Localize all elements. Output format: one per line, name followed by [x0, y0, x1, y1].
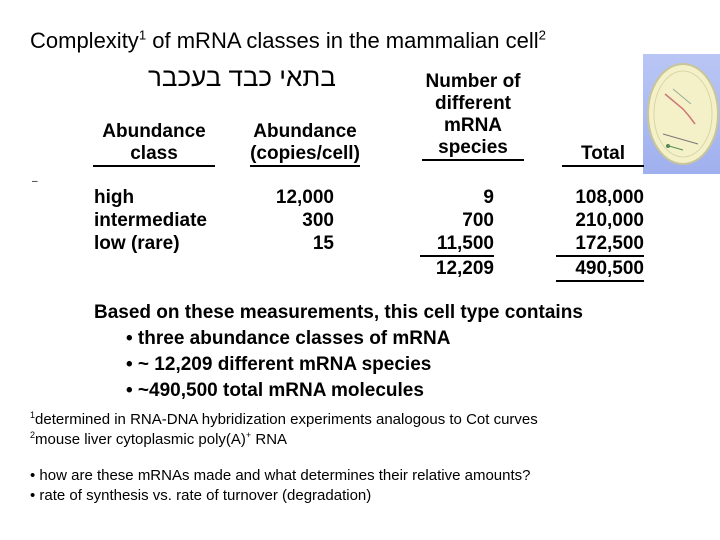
header-abundance-copies: Abundance (copies/cell) [238, 121, 372, 167]
table-cell-total: 210,000 [575, 210, 644, 231]
table-cell-species: 11,500 [420, 232, 494, 257]
table-cell-class: high [94, 187, 135, 208]
footnote-1: 1determined in RNA-DNA hybridization exp… [30, 410, 538, 429]
table-cell-copies: 12,000 [275, 187, 334, 208]
table-cell-class: intermediate [94, 210, 207, 231]
table-cell-total: 172,500 [556, 232, 644, 257]
table-cell-copies: 300 [302, 210, 334, 231]
total-sum: 490,500 [556, 257, 644, 282]
table-cell-copies: 15 [312, 233, 334, 254]
total-column: 108,000 210,000 172,500 490,500 [556, 186, 644, 282]
stray-dash: – [32, 176, 38, 187]
summary-bullet: • ~ 12,209 different mRNA species [126, 354, 432, 375]
header-total: Total [556, 143, 650, 167]
footnotes: 1determined in RNA-DNA hybridization exp… [30, 410, 538, 450]
summary-bullet: • ~490,500 total mRNA molecules [126, 380, 424, 401]
table-cell-total: 108,000 [575, 187, 644, 208]
species-column: 9 700 11,500 12,209 [420, 186, 494, 280]
table-cell-species: 9 [483, 187, 494, 208]
footnote-2: 2mouse liver cytoplasmic poly(A)+ RNA [30, 430, 288, 449]
species-sum: 12,209 [435, 258, 494, 279]
table-cell-species: 700 [462, 210, 494, 231]
question-item: • rate of synthesis vs. rate of turnover… [30, 487, 372, 504]
summary-bullet: • three abundance classes of mRNA [126, 328, 451, 349]
summary-block: Based on these measurements, this cell t… [94, 300, 583, 404]
summary-lead: Based on these measurements, this cell t… [94, 302, 583, 323]
copies-column: 12,000 300 15 [238, 186, 334, 255]
hebrew-subtitle: בתאי כבד בעכבר [148, 62, 336, 92]
class-column: high intermediate low (rare) [94, 186, 207, 255]
cell-diagram-thumbnail [643, 54, 720, 174]
question-item: • how are these mRNAs made and what dete… [30, 467, 531, 484]
header-species: Number of different mRNA species [412, 71, 534, 161]
table-cell-class: low (rare) [94, 233, 180, 254]
header-abundance-class: Abundance class [88, 121, 220, 167]
cell-diagram-icon [647, 63, 719, 165]
slide-title: Complexity1 of mRNA classes in the mamma… [30, 27, 546, 53]
questions: • how are these mRNAs made and what dete… [30, 466, 531, 506]
